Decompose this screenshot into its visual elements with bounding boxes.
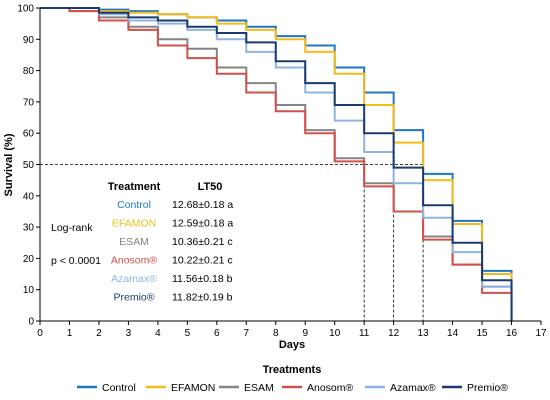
y-tick-label: 70	[23, 97, 35, 108]
table-treatment-label: Premio®	[114, 292, 155, 304]
lt50-table: Treatment LT50 Log-rank p < 0.0001 Contr…	[51, 181, 233, 304]
y-axis-title: Survival (%)	[3, 133, 15, 196]
x-tick-label: 6	[214, 328, 220, 339]
y-tick-label: 20	[23, 254, 35, 265]
table-lt50-value: 11.56±0.18 b	[172, 273, 233, 285]
table-header-treatment: Treatment	[108, 181, 161, 193]
table-lt50-value: 10.36±0.21 c	[172, 236, 233, 248]
x-tick-label: 4	[155, 328, 161, 339]
y-tick-label: 100	[17, 4, 34, 15]
series-line-anosom	[40, 7, 513, 321]
axes: 0 1 2 3 4 5 6 7 8 9 10 11 12 13 14 15 16 1701020304050607…	[17, 4, 547, 340]
series-line-azamax	[40, 7, 513, 321]
x-tick-label: 3	[126, 328, 132, 339]
x-tick-label: 1	[67, 328, 73, 339]
x-tick-label: 7	[244, 328, 250, 339]
x-tick-label: 17	[535, 328, 547, 339]
y-tick-label: 90	[23, 35, 35, 46]
x-tick-label: 9	[302, 328, 308, 339]
log-rank-label: Log-rank	[51, 222, 93, 234]
legend-label: Azamax®	[390, 382, 436, 394]
series-line-control	[40, 7, 513, 321]
table-lt50-value: 12.59±0.18 a	[172, 218, 233, 230]
series-line-efamon	[40, 7, 513, 321]
y-tick-label: 50	[23, 160, 35, 171]
table-treatment-label: EFAMON	[112, 218, 156, 230]
legend-label: EFAMON	[171, 382, 215, 394]
series-line-premio	[40, 7, 513, 321]
x-tick-label: 16	[506, 328, 518, 339]
y-tick-label: 40	[23, 191, 35, 202]
table-treatment-label: Anosom®	[111, 255, 158, 267]
p-value-label: p < 0.0001	[51, 255, 101, 267]
x-tick-label: 10	[329, 328, 341, 339]
table-lt50-value: 12.68±0.18 a	[172, 199, 233, 211]
x-tick-label: 14	[447, 328, 459, 339]
x-tick-label: 2	[96, 328, 102, 339]
x-tick-label: 5	[185, 328, 191, 339]
legend-label: ESAM	[244, 382, 274, 394]
table-treatment-label: ESAM	[119, 236, 149, 248]
table-lt50-value: 11.82±0.19 b	[172, 292, 233, 304]
x-tick-label: 0	[37, 328, 43, 339]
table-treatment-label: Azamax®	[111, 273, 157, 285]
x-axis-title: Days	[279, 339, 305, 351]
legend-label: Control	[102, 382, 136, 394]
y-tick-label: 0	[28, 317, 34, 328]
x-tick-label: 15	[476, 328, 488, 339]
x-tick-label: 8	[273, 328, 279, 339]
y-tick-label: 10	[23, 285, 35, 296]
y-tick-label: 30	[23, 223, 35, 234]
legend-title: Treatments	[263, 364, 322, 376]
x-tick-label: 11	[359, 328, 370, 339]
y-tick-label: 80	[23, 66, 35, 77]
x-tick-label: 12	[388, 328, 400, 339]
series-lines	[40, 7, 513, 321]
table-lt50-value: 10.22±0.21 c	[172, 255, 233, 267]
legend-label: Anosom®	[307, 382, 354, 394]
table-header-lt50: LT50	[198, 181, 223, 193]
table-treatment-label: Control	[117, 199, 151, 211]
legend: Control EFAMON ESAM Anosom® Azamax® Premio®	[77, 382, 508, 394]
x-tick-label: 13	[418, 328, 430, 339]
legend-label: Premio®	[467, 382, 508, 394]
y-tick-label: 60	[23, 129, 35, 140]
